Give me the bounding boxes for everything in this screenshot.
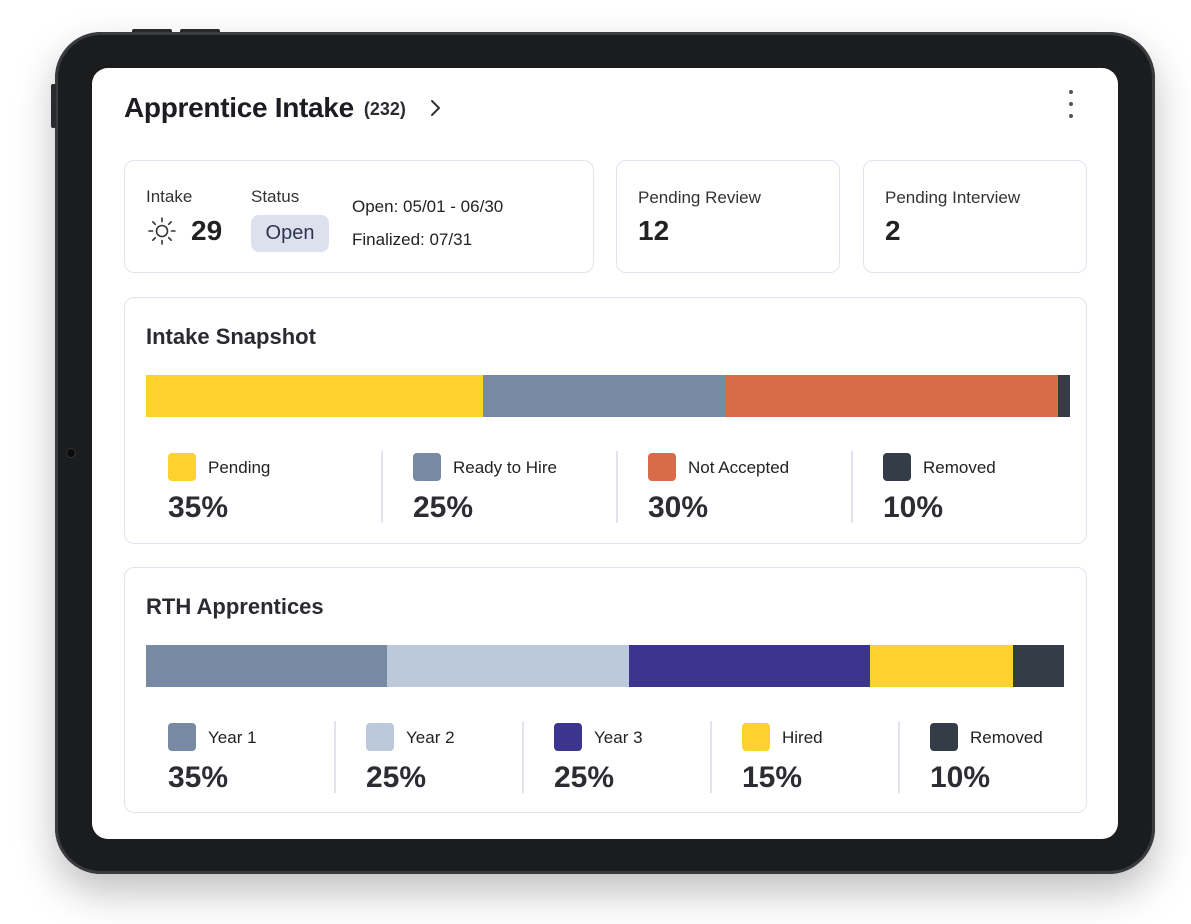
more-options-icon[interactable] <box>1066 90 1076 118</box>
legend-label: Removed <box>970 728 1043 747</box>
legend-percent: 30% <box>648 491 709 524</box>
bar-segment-removed[interactable] <box>1057 375 1070 417</box>
legend-percent: 25% <box>366 761 427 794</box>
legend-divider <box>851 451 853 523</box>
legend-label: Removed <box>923 458 996 477</box>
pending-review-card[interactable]: Pending Review 12 <box>616 160 840 273</box>
intake-value: 29 <box>191 215 223 246</box>
bar-segment-removed[interactable] <box>1012 645 1064 687</box>
legend-label: Ready to Hire <box>453 458 557 477</box>
legend-label: Not Accepted <box>688 458 790 477</box>
volume-down-button <box>180 29 220 34</box>
finalized-date: Finalized: 07/31 <box>352 230 473 249</box>
legend-percent: 25% <box>413 491 474 524</box>
legend-swatch <box>168 723 196 751</box>
intake-summary-card: Intake 29 Status Open Open: 05/01 - 06/3… <box>124 160 594 273</box>
legend-swatch <box>413 453 441 481</box>
legend-swatch <box>742 723 770 751</box>
legend-item-year-2: Year 2 25% <box>334 721 522 794</box>
volume-up-button <box>132 29 172 34</box>
pending-interview-value: 2 <box>885 215 901 246</box>
camera <box>66 448 76 458</box>
legend-item-ready-to-hire: Ready to Hire 25% <box>381 451 616 524</box>
intake-label: Intake <box>146 187 193 206</box>
pending-review-value: 12 <box>638 215 670 246</box>
pending-interview-label: Pending Interview <box>885 188 1021 207</box>
legend-item-pending: Pending 35% <box>146 451 381 524</box>
legend-item-year-3: Year 3 25% <box>522 721 710 794</box>
intake-snapshot-title: Intake Snapshot <box>146 324 316 349</box>
legend-label: Hired <box>782 728 823 747</box>
power-button <box>51 84 56 128</box>
legend-divider <box>522 721 524 793</box>
chevron-right-icon[interactable] <box>430 98 444 118</box>
legend-item-removed: Removed 10% <box>898 721 1086 794</box>
legend-swatch <box>883 453 911 481</box>
legend-divider <box>334 721 336 793</box>
legend-divider <box>710 721 712 793</box>
legend-swatch <box>930 723 958 751</box>
legend-swatch <box>554 723 582 751</box>
pending-review-label: Pending Review <box>638 188 761 207</box>
legend-item-hired: Hired 15% <box>710 721 898 794</box>
status-badge: Open <box>251 215 329 252</box>
legend-item-not-accepted: Not Accepted 30% <box>616 451 851 524</box>
bar-segment-hired[interactable] <box>870 645 1013 687</box>
bar-segment-year-3[interactable] <box>628 645 871 687</box>
bar-segment-year-1[interactable] <box>146 645 388 687</box>
legend-percent: 35% <box>168 491 229 524</box>
intake-snapshot-card: Intake Snapshot Pending 35% Ready to Hire 2… <box>124 297 1087 544</box>
header: Apprentice Intake (232) <box>124 92 444 124</box>
legend-divider <box>616 451 618 523</box>
legend-percent: 10% <box>930 761 991 794</box>
legend-percent: 25% <box>554 761 615 794</box>
legend-item-removed: Removed 10% <box>851 451 1086 524</box>
legend-label: Year 1 <box>208 728 257 747</box>
legend-label: Pending <box>208 458 271 477</box>
rth-apprentices-bar <box>146 645 1064 687</box>
sun-icon <box>148 217 176 245</box>
legend-percent: 35% <box>168 761 229 794</box>
app-screen: Apprentice Intake (232) Intake 29 Status… <box>92 68 1118 839</box>
legend-swatch <box>648 453 676 481</box>
bar-segment-year-2[interactable] <box>387 645 629 687</box>
page-title: Apprentice Intake <box>124 92 354 123</box>
record-count: (232) <box>363 98 406 119</box>
bar-segment-ready-to-hire[interactable] <box>483 375 726 417</box>
intake-value-row: 29 <box>147 215 222 247</box>
legend-percent: 10% <box>883 491 944 524</box>
pending-interview-card[interactable]: Pending Interview 2 <box>863 160 1087 273</box>
legend-swatch <box>366 723 394 751</box>
legend-divider <box>898 721 900 793</box>
legend-percent: 15% <box>742 761 803 794</box>
intake-snapshot-bar <box>146 375 1070 417</box>
rth-apprentices-card: RTH Apprentices Year 1 35% Year 2 25% Year 3… <box>124 567 1087 813</box>
legend-swatch <box>168 453 196 481</box>
rth-apprentices-title: RTH Apprentices <box>146 594 324 619</box>
intake-snapshot-legend: Pending 35% Ready to Hire 25% Not Accepted 30… <box>146 451 1086 524</box>
bar-segment-not-accepted[interactable] <box>725 375 1058 417</box>
legend-item-year-1: Year 1 35% <box>146 721 334 794</box>
legend-label: Year 2 <box>406 728 455 747</box>
open-dates: Open: 05/01 - 06/30 <box>352 197 504 216</box>
legend-label: Year 3 <box>594 728 643 747</box>
rth-apprentices-legend: Year 1 35% Year 2 25% Year 3 25% Hired 15% Remov… <box>146 721 1086 794</box>
bar-segment-pending[interactable] <box>146 375 484 417</box>
legend-divider <box>381 451 383 523</box>
status-label: Status <box>251 187 300 206</box>
